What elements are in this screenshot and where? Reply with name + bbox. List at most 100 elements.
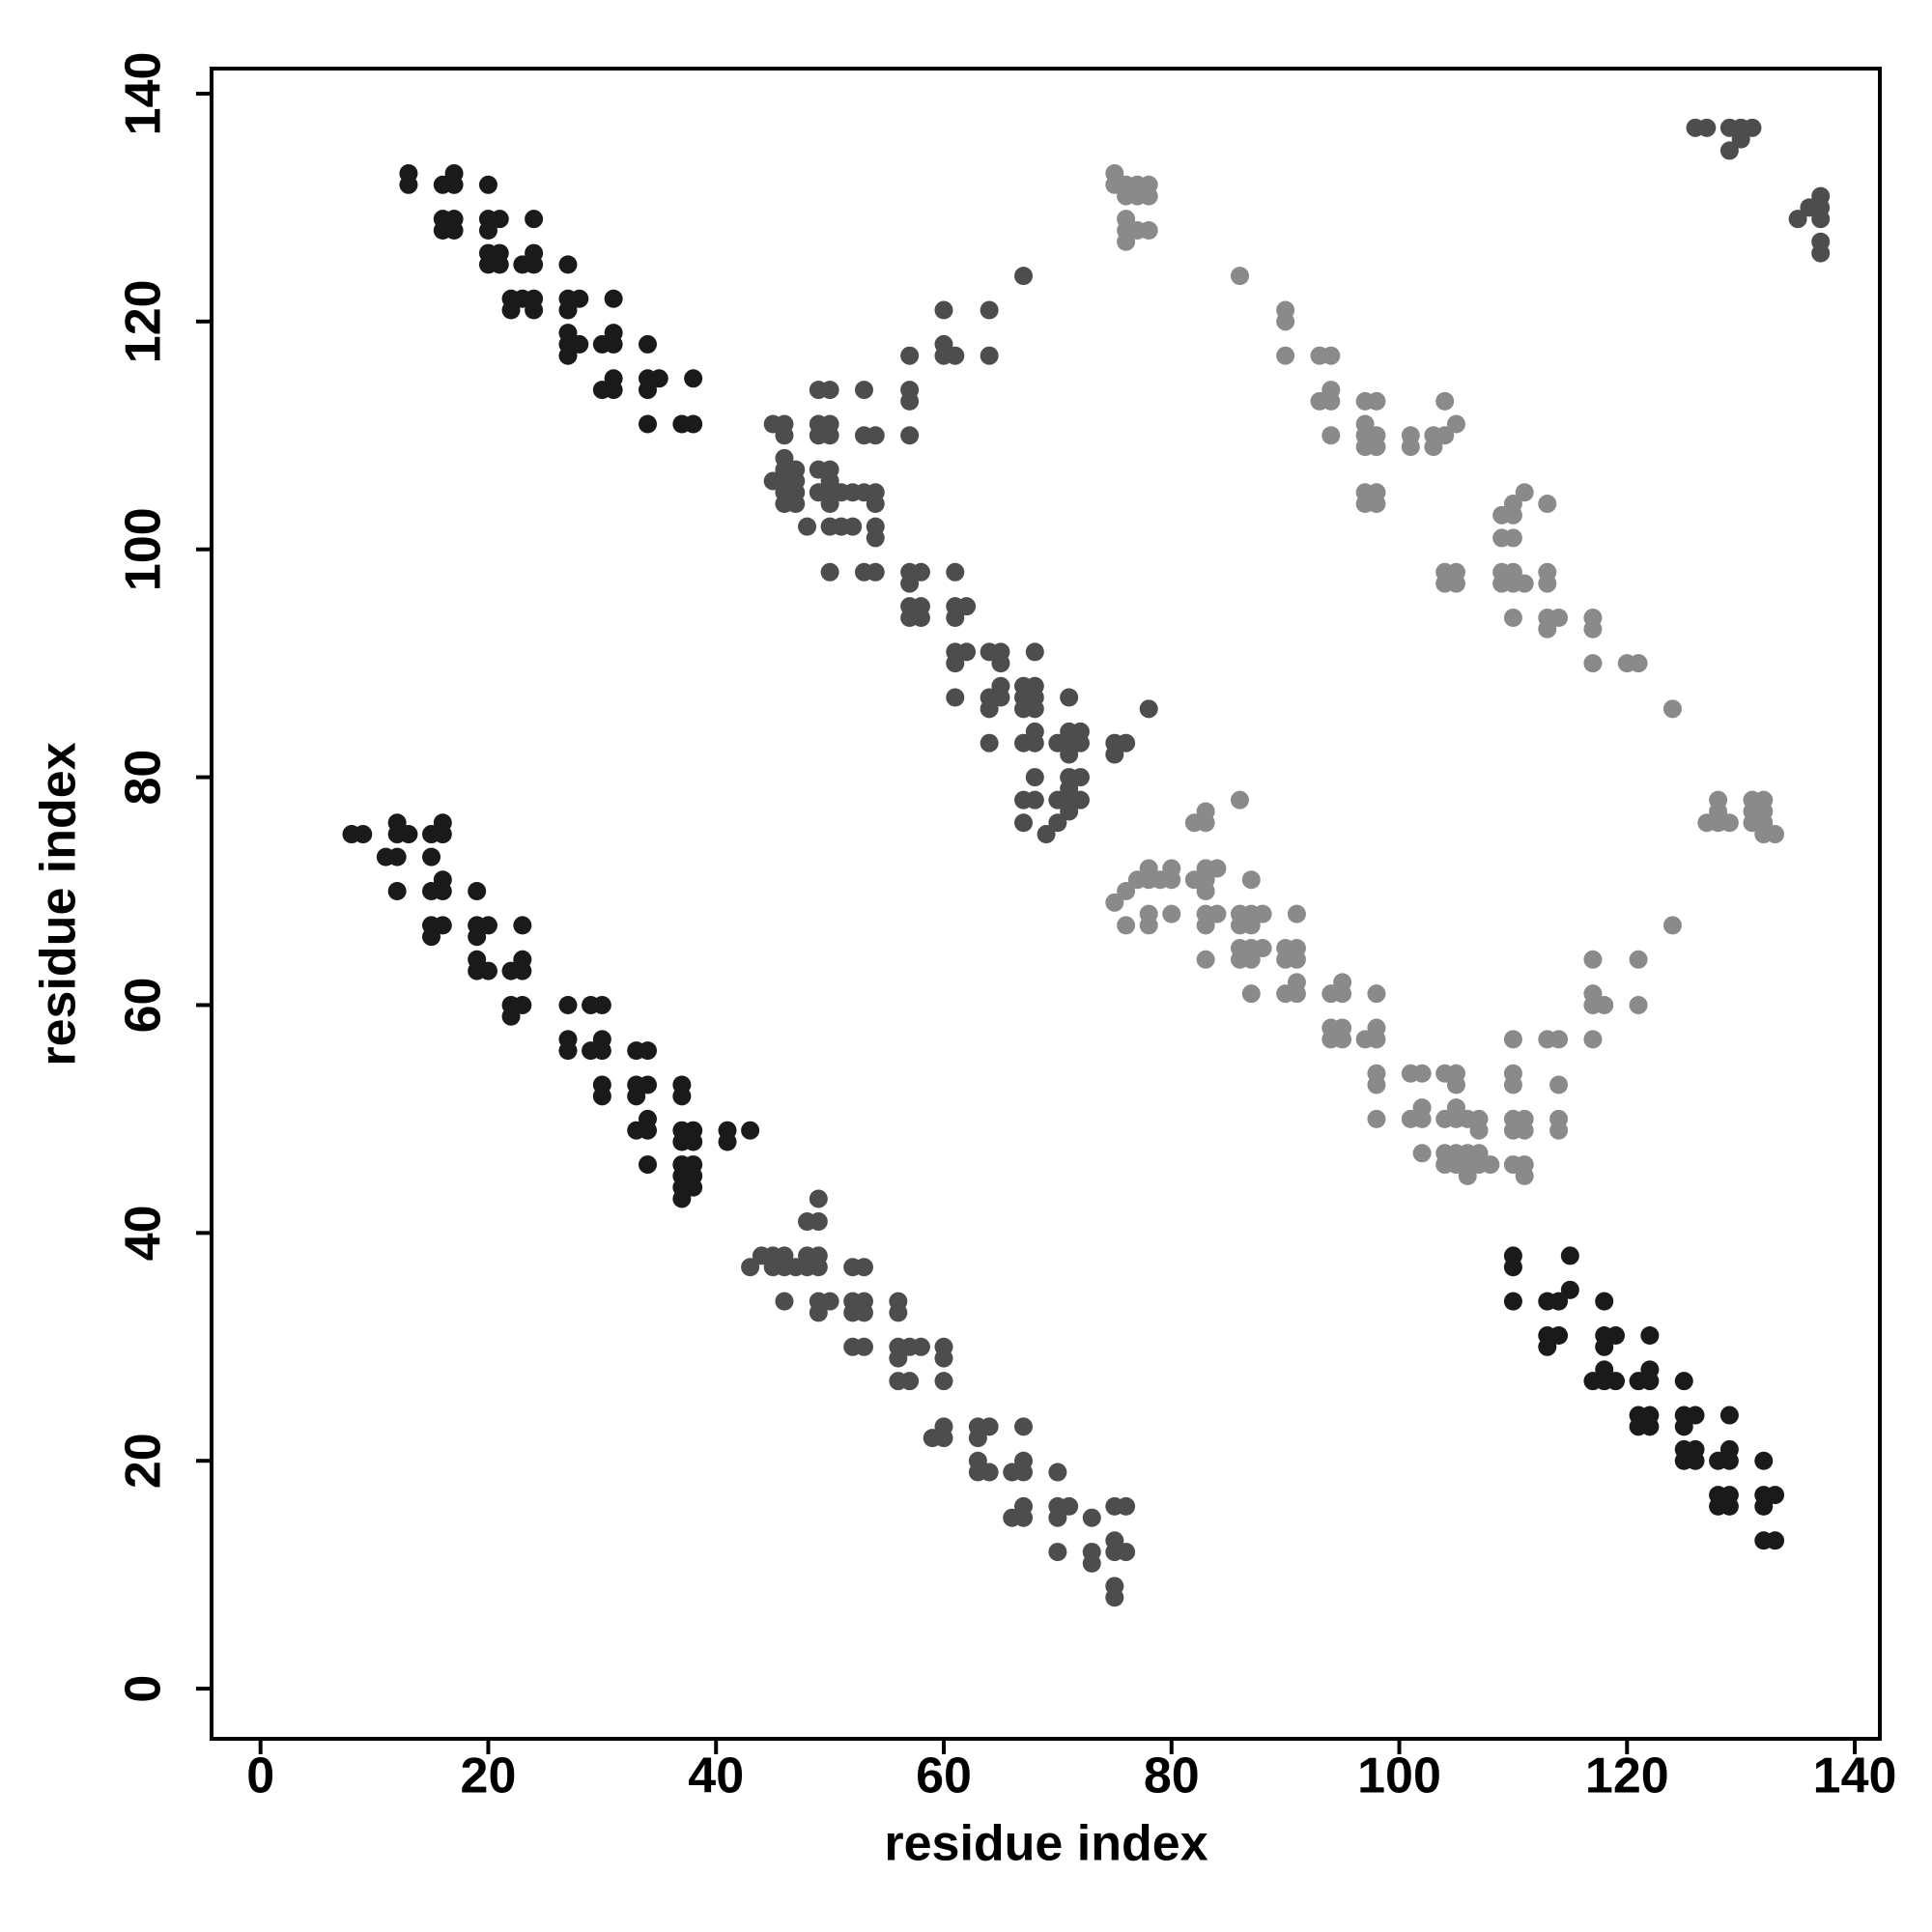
point	[1583, 619, 1603, 639]
point	[820, 1292, 839, 1311]
point	[604, 324, 623, 343]
point	[946, 688, 965, 707]
point	[558, 255, 578, 274]
point	[592, 995, 611, 1014]
point	[1367, 1030, 1386, 1049]
point	[1208, 859, 1227, 878]
point	[1662, 916, 1682, 935]
point	[604, 369, 623, 388]
point	[1070, 768, 1090, 787]
y-tick-label: 100	[116, 507, 172, 591]
point	[433, 916, 452, 935]
point	[1139, 220, 1158, 240]
point	[1515, 1121, 1534, 1140]
point	[934, 1372, 953, 1391]
point	[1788, 210, 1807, 229]
point	[1401, 438, 1420, 457]
point	[1105, 745, 1124, 764]
point	[1595, 1360, 1614, 1379]
point	[1515, 483, 1534, 502]
point	[1503, 528, 1522, 548]
point	[1606, 1372, 1626, 1391]
point	[1117, 1543, 1136, 1562]
y-tick-label: 60	[116, 978, 172, 1034]
y-tick-label: 40	[116, 1205, 172, 1261]
point	[1503, 1030, 1522, 1049]
point	[946, 562, 965, 582]
point	[980, 1417, 999, 1436]
point	[638, 414, 657, 434]
x-tick-label: 120	[1585, 1748, 1669, 1804]
point	[1117, 916, 1136, 935]
point	[444, 220, 464, 240]
point	[1560, 1246, 1579, 1265]
point	[1014, 1417, 1034, 1436]
point	[934, 1429, 953, 1448]
point	[1754, 1451, 1774, 1470]
point	[1048, 790, 1067, 810]
point	[809, 1212, 828, 1232]
x-axis-label: residue index	[884, 1816, 1208, 1872]
point	[718, 1132, 737, 1151]
point	[1025, 642, 1044, 662]
point	[900, 391, 920, 411]
point	[468, 882, 487, 901]
point	[1208, 904, 1227, 923]
point	[1469, 1121, 1489, 1140]
point	[946, 346, 965, 365]
point	[1070, 790, 1090, 810]
point	[957, 642, 977, 662]
point	[490, 255, 509, 274]
point	[911, 1337, 930, 1356]
point	[809, 1258, 828, 1277]
point	[1196, 802, 1215, 821]
point	[501, 300, 521, 320]
point	[946, 654, 965, 673]
point	[1139, 916, 1158, 935]
point	[1162, 859, 1181, 878]
point	[513, 995, 532, 1014]
point	[1412, 1109, 1432, 1128]
point	[1811, 186, 1831, 206]
point	[1287, 904, 1306, 923]
point	[798, 517, 817, 536]
point	[741, 1121, 760, 1140]
point	[1640, 1360, 1660, 1379]
point	[638, 381, 657, 400]
point	[501, 1007, 521, 1026]
point	[1117, 232, 1136, 251]
point	[1754, 1496, 1774, 1516]
x-tick-label: 80	[1144, 1748, 1200, 1804]
point	[1719, 813, 1739, 833]
point	[1276, 346, 1295, 365]
x-tick-label: 40	[688, 1748, 744, 1804]
point	[911, 562, 930, 582]
point	[980, 733, 999, 753]
point	[1014, 1451, 1034, 1470]
point	[889, 1303, 908, 1322]
point	[684, 369, 703, 388]
point	[1162, 904, 1181, 923]
point	[1139, 699, 1158, 719]
y-tick-label: 0	[116, 1675, 172, 1703]
point	[946, 608, 965, 627]
x-tick-label: 100	[1357, 1748, 1441, 1804]
x-tick-label: 20	[461, 1748, 517, 1804]
point	[1139, 859, 1158, 878]
point	[558, 300, 578, 320]
point	[1583, 950, 1603, 969]
point	[1014, 1508, 1034, 1527]
point	[854, 1337, 873, 1356]
point	[558, 346, 578, 365]
point	[1025, 790, 1044, 810]
point	[1583, 1030, 1603, 1049]
point	[866, 562, 885, 582]
point	[1321, 426, 1341, 445]
point	[957, 597, 977, 616]
point	[1503, 1075, 1522, 1094]
point	[1082, 1553, 1101, 1573]
point	[1446, 1075, 1465, 1094]
point	[1105, 893, 1124, 912]
point	[478, 175, 497, 194]
point	[900, 574, 920, 593]
